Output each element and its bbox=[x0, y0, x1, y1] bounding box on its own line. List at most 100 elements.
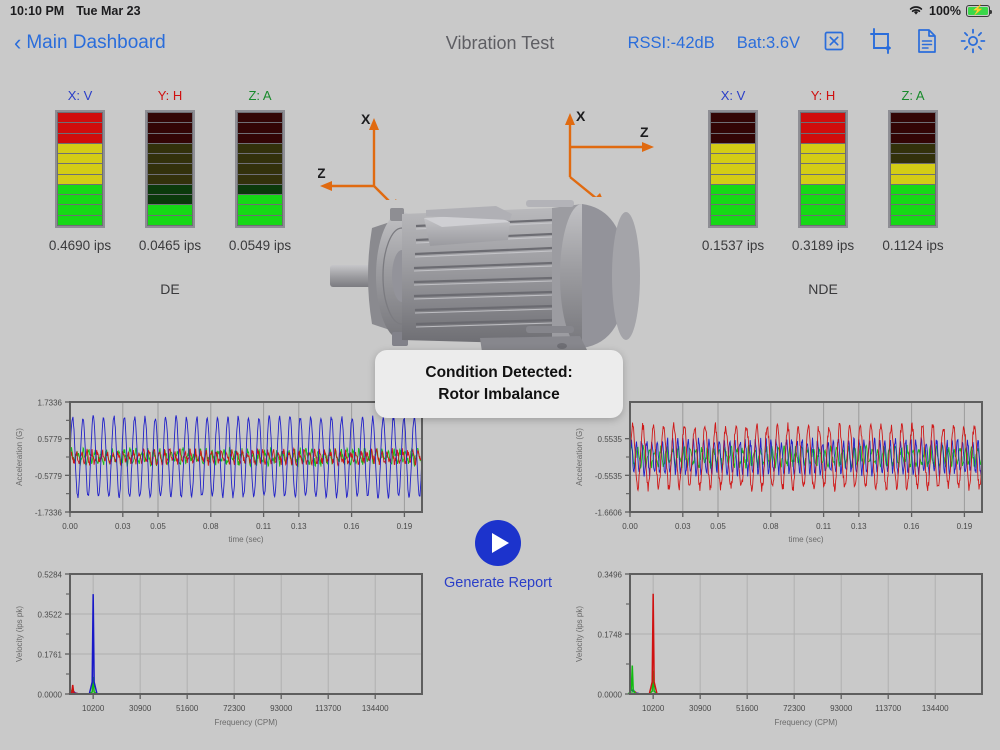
electric-motor-3d-render bbox=[330, 200, 640, 352]
svg-text:30900: 30900 bbox=[689, 704, 712, 713]
generate-report-button[interactable]: Generate Report bbox=[443, 520, 553, 591]
svg-text:0.03: 0.03 bbox=[675, 522, 691, 531]
gauge-segment bbox=[148, 123, 192, 133]
gear-icon[interactable] bbox=[960, 28, 986, 59]
nav-actions-group: RSSI:-42dB Bat:3.6V bbox=[628, 27, 986, 60]
gauge-segment bbox=[801, 123, 845, 133]
gauge-label: Z: A bbox=[248, 88, 272, 103]
battery-percent-label: 100% bbox=[929, 4, 961, 18]
gauge-segment bbox=[801, 184, 845, 195]
gauge-segment bbox=[711, 133, 755, 143]
gauge-segment bbox=[711, 143, 755, 154]
gauge-segment bbox=[238, 113, 282, 123]
popup-condition: Rotor Imbalance bbox=[438, 386, 560, 403]
bar-gauge[interactable] bbox=[145, 110, 195, 228]
gauge-segment bbox=[891, 195, 935, 205]
bar-gauge[interactable] bbox=[888, 110, 938, 228]
status-date: Tue Mar 23 bbox=[76, 4, 141, 18]
gauge-segment bbox=[58, 123, 102, 133]
gauge-label: Y: H bbox=[810, 88, 836, 103]
gauge-segment bbox=[891, 205, 935, 215]
bar-gauge[interactable] bbox=[235, 110, 285, 228]
gauge-de-z[interactable]: Z: A 0.0549 ips bbox=[228, 88, 292, 253]
gauge-segment bbox=[238, 154, 282, 164]
axis-marker-de: X Z Y bbox=[318, 108, 428, 200]
svg-text:134400: 134400 bbox=[362, 704, 389, 713]
svg-text:93000: 93000 bbox=[830, 704, 853, 713]
svg-text:Z: Z bbox=[318, 165, 326, 181]
bar-gauge[interactable] bbox=[708, 110, 758, 228]
svg-text:0.11: 0.11 bbox=[816, 522, 832, 531]
gauge-segment bbox=[148, 215, 192, 225]
gauge-segment bbox=[801, 154, 845, 164]
rssi-readout: RSSI:-42dB bbox=[627, 33, 715, 52]
gauge-segment bbox=[801, 143, 845, 154]
svg-text:113700: 113700 bbox=[875, 704, 902, 713]
gauge-segment bbox=[891, 215, 935, 225]
svg-text:Y: Y bbox=[608, 196, 618, 197]
svg-text:51600: 51600 bbox=[176, 704, 199, 713]
gauge-de-y[interactable]: Y: H 0.0465 ips bbox=[138, 88, 202, 253]
gauge-segment bbox=[58, 205, 102, 215]
svg-text:0.13: 0.13 bbox=[291, 522, 307, 531]
gauge-cluster-nde: X: V 0.1537 ips Y: H 0.3189 ips Z: A 0.1… bbox=[701, 88, 944, 297]
svg-text:time (sec): time (sec) bbox=[228, 535, 263, 544]
gauge-segment bbox=[148, 174, 192, 184]
status-bar: 10:10 PM Tue Mar 23 100% ⚡ bbox=[0, 0, 1000, 22]
svg-text:0.5779: 0.5779 bbox=[38, 435, 63, 444]
gauge-segment bbox=[58, 133, 102, 143]
battery-charging-icon: ⚡ bbox=[966, 5, 993, 17]
gauge-value: 0.3189 ips bbox=[791, 238, 855, 253]
chart-spectrum-de[interactable]: 0.5284 0.3522 0.1761 0.0000 10200 30900 51600 7… bbox=[8, 552, 432, 742]
gauge-segment bbox=[711, 123, 755, 133]
svg-text:0.3496: 0.3496 bbox=[598, 571, 623, 580]
svg-text:0.00: 0.00 bbox=[622, 522, 638, 531]
gauge-segment bbox=[148, 184, 192, 195]
battery-voltage-readout: Bat:3.6V bbox=[736, 33, 800, 52]
play-icon bbox=[475, 520, 521, 566]
back-to-main-dashboard-button[interactable]: ‹ Main Dashboard bbox=[14, 32, 166, 54]
gauge-label: Z: A bbox=[901, 88, 925, 103]
gauge-value: 0.1537 ips bbox=[701, 238, 765, 253]
gauge-segment bbox=[801, 113, 845, 123]
gauge-nde-z[interactable]: Z: A 0.1124 ips bbox=[882, 88, 943, 253]
close-box-icon[interactable] bbox=[822, 29, 846, 58]
gauge-segment bbox=[238, 143, 282, 154]
chart-waveform-de[interactable]: 1.7336 0.5779 -0.5779 -1.7336 0.00 0.03 0.05 0.… bbox=[8, 392, 432, 550]
chart-waveform-nde[interactable]: 0.5535 -0.5535 -1.6606 0.00 0.03 0.05 0.08 0.11… bbox=[568, 392, 992, 550]
svg-text:X: X bbox=[576, 108, 586, 124]
svg-text:-0.5535: -0.5535 bbox=[595, 472, 623, 481]
gauge-de-x[interactable]: X: V 0.4690 ips bbox=[49, 88, 111, 253]
gauge-label: X: V bbox=[720, 88, 746, 103]
svg-text:0.03: 0.03 bbox=[115, 522, 131, 531]
gauge-nde-y[interactable]: Y: H 0.3189 ips bbox=[791, 88, 855, 253]
document-icon[interactable] bbox=[916, 28, 938, 59]
svg-text:0.13: 0.13 bbox=[851, 522, 867, 531]
svg-text:0.3522: 0.3522 bbox=[38, 611, 63, 620]
gauge-segment bbox=[891, 143, 935, 154]
cluster-name-de: DE bbox=[160, 281, 180, 297]
gauge-segment bbox=[238, 164, 282, 174]
gauge-value: 0.0549 ips bbox=[228, 238, 292, 253]
gauge-segment bbox=[801, 205, 845, 215]
svg-text:0.1748: 0.1748 bbox=[598, 631, 623, 640]
svg-text:-1.6606: -1.6606 bbox=[595, 509, 623, 518]
popup-title: Condition Detected: bbox=[425, 363, 573, 381]
svg-text:0.08: 0.08 bbox=[763, 522, 779, 531]
gauge-segment bbox=[711, 113, 755, 123]
bar-gauge[interactable] bbox=[798, 110, 848, 228]
gauge-segment bbox=[891, 154, 935, 164]
crop-icon[interactable] bbox=[868, 27, 894, 60]
gauge-value: 0.0465 ips bbox=[138, 238, 202, 253]
gauge-segment bbox=[238, 215, 282, 225]
gauge-segment bbox=[801, 215, 845, 225]
gauge-nde-x[interactable]: X: V 0.1537 ips bbox=[701, 88, 765, 253]
svg-text:Acceleration (G): Acceleration (G) bbox=[575, 428, 584, 486]
gauge-segment bbox=[711, 205, 755, 215]
svg-text:-1.7336: -1.7336 bbox=[35, 509, 63, 518]
chart-spectrum-nde[interactable]: 0.3496 0.1748 0.0000 10200 30900 51600 72300 93… bbox=[568, 552, 992, 742]
bar-gauge[interactable] bbox=[55, 110, 105, 228]
gauge-segment bbox=[891, 133, 935, 143]
gauge-segment bbox=[711, 184, 755, 195]
svg-text:93000: 93000 bbox=[270, 704, 293, 713]
